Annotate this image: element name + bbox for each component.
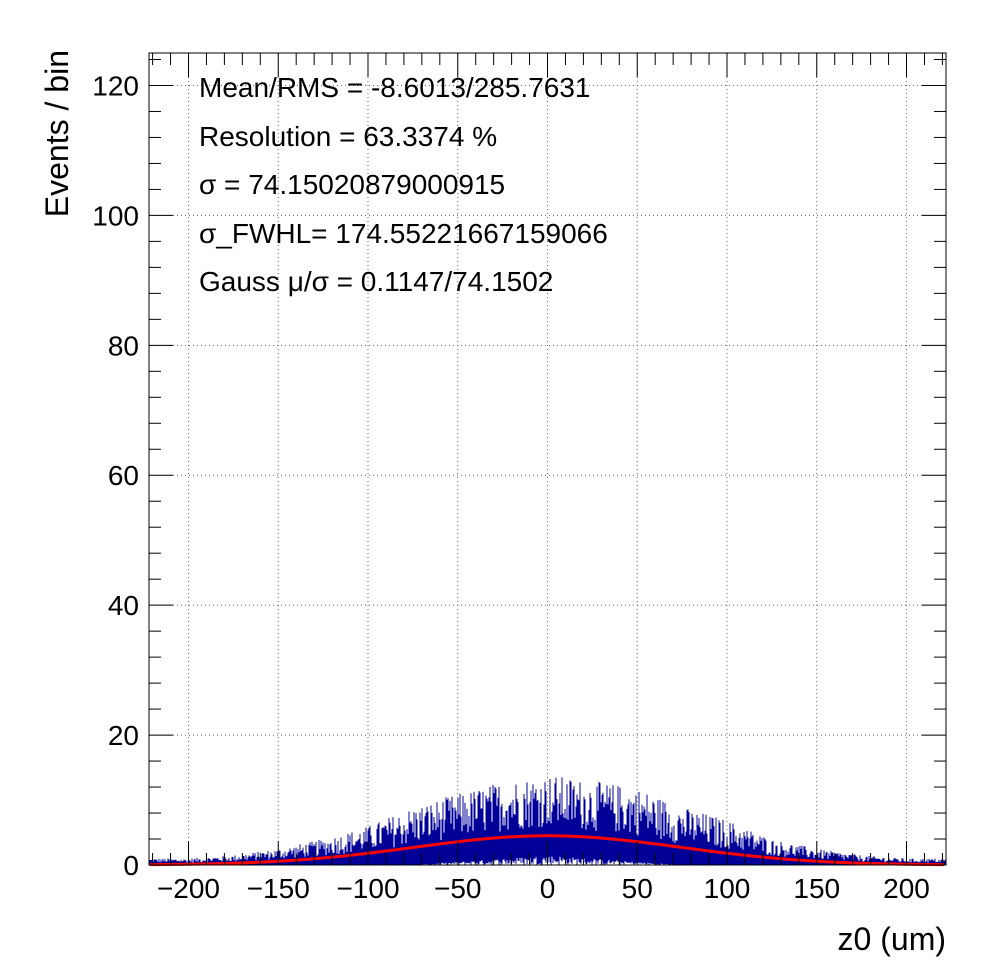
y-tick-label: 120: [92, 70, 139, 101]
x-tick-label: −150: [247, 873, 310, 904]
x-tick-label: 200: [883, 873, 930, 904]
x-tick-label: 100: [704, 873, 751, 904]
x-axis-title: z0 (um): [838, 921, 946, 957]
y-tick-label: 100: [92, 200, 139, 231]
y-tick-label: 60: [108, 460, 139, 491]
x-tick-label: −50: [434, 873, 482, 904]
x-tick-label: 150: [793, 873, 840, 904]
stat-sigma: σ = 74.15020879000915: [199, 169, 505, 200]
gaussian-fit-curve: [149, 834, 945, 867]
x-tick-label: 50: [622, 873, 653, 904]
y-tick-labels: 0 20 40 60 80 100 120: [92, 70, 139, 881]
x-tick-label: −200: [157, 873, 220, 904]
stat-sigma-fwhl: σ_FWHL= 174.55221667159066: [199, 218, 608, 249]
y-tick-label: 20: [108, 720, 139, 751]
stats-box: Mean/RMS = -8.6013/285.7631 Resolution =…: [199, 72, 608, 297]
y-tick-label: 80: [108, 330, 139, 361]
x-tick-labels: −200 −150 −100 −50 0 50 100 150 200: [157, 873, 930, 904]
stat-mean-rms: Mean/RMS = -8.6013/285.7631: [199, 72, 590, 103]
stat-resolution: Resolution = 63.3374 %: [199, 121, 497, 152]
y-tick-label: 40: [108, 590, 139, 621]
x-tick-label: 0: [540, 873, 556, 904]
stat-gauss-fit: Gauss μ/σ = 0.1147/74.1502: [199, 266, 553, 297]
x-tick-label: −100: [336, 873, 399, 904]
y-axis-title: Events / bin: [39, 50, 75, 217]
axis-ticks: [149, 53, 946, 866]
y-tick-label: 0: [123, 850, 139, 881]
gaussian-fit: [149, 834, 945, 867]
